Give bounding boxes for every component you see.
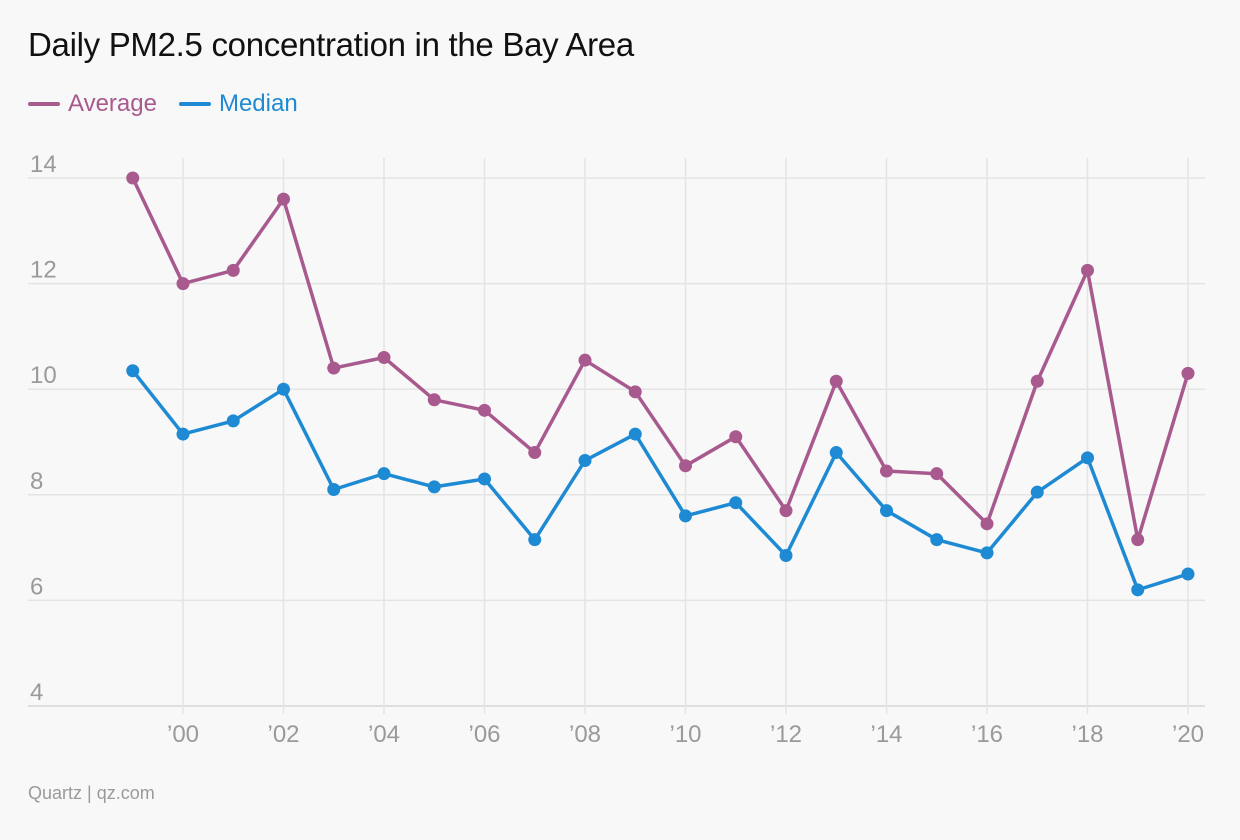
x-tick-label: ’10 xyxy=(669,721,701,748)
data-point-median-2009 xyxy=(628,427,642,441)
data-point-median-2013 xyxy=(829,446,843,460)
data-point-median-1999 xyxy=(126,364,140,378)
data-point-median-2017 xyxy=(1030,485,1044,499)
data-point-average-2008 xyxy=(578,353,592,367)
data-point-median-2002 xyxy=(277,382,290,396)
data-point-average-2007 xyxy=(528,446,542,460)
y-tick-label: 6 xyxy=(30,573,43,600)
data-point-median-2008 xyxy=(578,453,592,467)
x-tick-label: ’16 xyxy=(971,721,1003,748)
x-tick-label: ’04 xyxy=(368,721,400,748)
data-point-median-2006 xyxy=(478,472,491,486)
data-point-average-2017 xyxy=(1030,374,1044,388)
data-point-average-2000 xyxy=(176,277,190,291)
data-point-average-2005 xyxy=(427,393,441,407)
y-tick-label: 4 xyxy=(30,679,43,706)
y-tick-label: 12 xyxy=(30,257,57,284)
data-point-median-2011 xyxy=(729,496,743,510)
data-point-average-2010 xyxy=(679,459,692,473)
series-layer xyxy=(126,171,1195,597)
data-point-median-2003 xyxy=(327,483,341,497)
data-point-average-2016 xyxy=(980,517,994,531)
x-tick-label: ’00 xyxy=(167,721,199,748)
data-point-average-2011 xyxy=(729,430,743,444)
legend: Average Median xyxy=(28,90,320,118)
data-point-average-2001 xyxy=(226,263,240,277)
chart-title: Daily PM2.5 concentration in the Bay Are… xyxy=(28,26,634,63)
series-average xyxy=(126,171,1195,547)
data-point-median-2019 xyxy=(1131,583,1145,597)
x-tick-label: ’18 xyxy=(1071,721,1103,748)
data-point-average-2018 xyxy=(1081,263,1094,277)
y-tick-label: 8 xyxy=(30,468,43,495)
legend-swatch-median xyxy=(178,102,211,106)
x-tick-label: ’20 xyxy=(1172,721,1204,748)
data-point-median-2001 xyxy=(226,414,240,428)
data-point-average-2004 xyxy=(377,351,391,365)
x-tick-label: ’08 xyxy=(569,721,601,748)
data-point-average-2006 xyxy=(478,403,491,417)
legend-item-average: Average xyxy=(28,90,157,118)
data-point-average-2012 xyxy=(779,504,793,518)
y-tick-label: 10 xyxy=(30,362,57,389)
x-tick-label: ’14 xyxy=(870,721,902,748)
data-point-average-2015 xyxy=(930,467,944,481)
data-point-average-2002 xyxy=(277,192,290,206)
data-point-median-2018 xyxy=(1081,451,1094,465)
legend-swatch-average xyxy=(28,102,60,106)
data-point-median-2005 xyxy=(427,480,441,494)
legend-label-average: Average xyxy=(68,90,157,117)
data-point-average-2014 xyxy=(880,464,893,478)
data-point-average-2020 xyxy=(1181,366,1195,380)
data-point-average-2003 xyxy=(327,361,341,375)
axis-layer: 4 6 8 10 12 14 ’00 ’02 ’04 ’06 ’08 ’10 ’12 ’14 ’16 ’18 ’… xyxy=(30,151,1204,748)
data-point-average-2013 xyxy=(829,374,843,388)
data-point-median-2007 xyxy=(528,533,542,547)
data-point-average-2019 xyxy=(1131,533,1145,547)
series-line-average xyxy=(131,176,1190,542)
data-point-median-2015 xyxy=(930,533,944,547)
data-point-median-2014 xyxy=(880,504,893,518)
data-point-median-2020 xyxy=(1181,567,1195,581)
series-line-median xyxy=(131,368,1190,592)
data-point-median-2010 xyxy=(679,509,692,523)
data-point-median-2000 xyxy=(176,427,190,441)
data-point-median-2016 xyxy=(980,546,994,560)
source-credit: Quartz | qz.com xyxy=(28,783,155,803)
grid-layer xyxy=(28,158,1205,714)
series-median xyxy=(126,364,1195,597)
data-point-median-2012 xyxy=(779,549,793,563)
data-point-median-2004 xyxy=(377,467,391,481)
y-tick-label: 14 xyxy=(30,151,57,178)
x-tick-label: ’06 xyxy=(468,721,500,748)
legend-item-median: Median xyxy=(178,90,298,118)
x-tick-label: ’02 xyxy=(267,721,299,748)
data-point-average-1999 xyxy=(126,171,140,185)
legend-label-median: Median xyxy=(218,90,298,117)
data-point-average-2009 xyxy=(628,385,642,399)
x-tick-label: ’12 xyxy=(770,721,802,748)
